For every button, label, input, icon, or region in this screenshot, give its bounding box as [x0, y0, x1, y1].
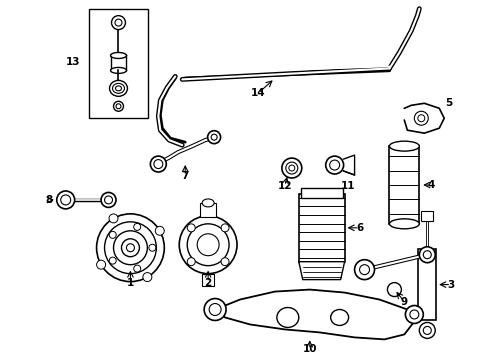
- Text: 9: 9: [401, 297, 408, 306]
- Ellipse shape: [122, 239, 140, 257]
- Polygon shape: [299, 262, 344, 280]
- Ellipse shape: [109, 214, 118, 223]
- Bar: [200, 203, 216, 217]
- Ellipse shape: [57, 191, 74, 209]
- Text: 5: 5: [445, 98, 453, 108]
- Ellipse shape: [419, 323, 435, 338]
- Bar: [299, 194, 344, 262]
- Ellipse shape: [331, 310, 348, 325]
- Text: 8: 8: [45, 195, 52, 205]
- Ellipse shape: [143, 273, 152, 282]
- Text: 3: 3: [447, 280, 455, 289]
- Text: 14: 14: [251, 88, 265, 98]
- Text: 13: 13: [66, 58, 80, 67]
- Bar: [390, 146, 419, 224]
- Ellipse shape: [110, 80, 127, 96]
- Text: 6: 6: [356, 223, 363, 233]
- Text: 7: 7: [181, 171, 189, 181]
- Ellipse shape: [149, 244, 156, 251]
- Ellipse shape: [221, 258, 229, 266]
- Ellipse shape: [277, 307, 299, 328]
- Ellipse shape: [187, 224, 195, 232]
- Ellipse shape: [208, 131, 220, 144]
- Ellipse shape: [97, 214, 164, 282]
- Ellipse shape: [134, 224, 141, 230]
- Ellipse shape: [109, 231, 116, 238]
- Ellipse shape: [204, 298, 226, 320]
- Bar: [421, 211, 433, 221]
- Bar: [89, 9, 148, 118]
- Text: 4: 4: [428, 180, 435, 190]
- Bar: [202, 274, 214, 285]
- Ellipse shape: [221, 224, 229, 232]
- Text: 11: 11: [341, 181, 355, 191]
- Ellipse shape: [114, 231, 147, 265]
- Ellipse shape: [111, 53, 126, 58]
- Ellipse shape: [419, 247, 435, 263]
- Ellipse shape: [390, 141, 419, 151]
- Ellipse shape: [355, 260, 374, 280]
- Ellipse shape: [150, 156, 166, 172]
- Ellipse shape: [202, 199, 214, 207]
- Text: 10: 10: [302, 345, 317, 354]
- Bar: [301, 188, 343, 198]
- Ellipse shape: [326, 156, 343, 174]
- Ellipse shape: [187, 224, 229, 266]
- Polygon shape: [215, 289, 415, 339]
- Ellipse shape: [97, 260, 106, 269]
- Ellipse shape: [111, 67, 126, 73]
- Ellipse shape: [114, 101, 123, 111]
- Ellipse shape: [187, 258, 195, 266]
- Text: 12: 12: [278, 181, 292, 191]
- Text: 2: 2: [204, 278, 212, 288]
- Ellipse shape: [126, 244, 134, 252]
- Ellipse shape: [104, 222, 156, 274]
- Ellipse shape: [101, 193, 116, 207]
- Ellipse shape: [388, 283, 401, 297]
- Bar: [418, 249, 436, 320]
- Ellipse shape: [109, 257, 116, 264]
- Ellipse shape: [179, 216, 237, 274]
- Ellipse shape: [405, 306, 423, 323]
- Polygon shape: [404, 103, 444, 133]
- Ellipse shape: [155, 226, 164, 235]
- Ellipse shape: [134, 265, 141, 272]
- Ellipse shape: [282, 158, 302, 178]
- Text: 1: 1: [127, 278, 134, 288]
- Ellipse shape: [415, 111, 428, 125]
- Ellipse shape: [390, 219, 419, 229]
